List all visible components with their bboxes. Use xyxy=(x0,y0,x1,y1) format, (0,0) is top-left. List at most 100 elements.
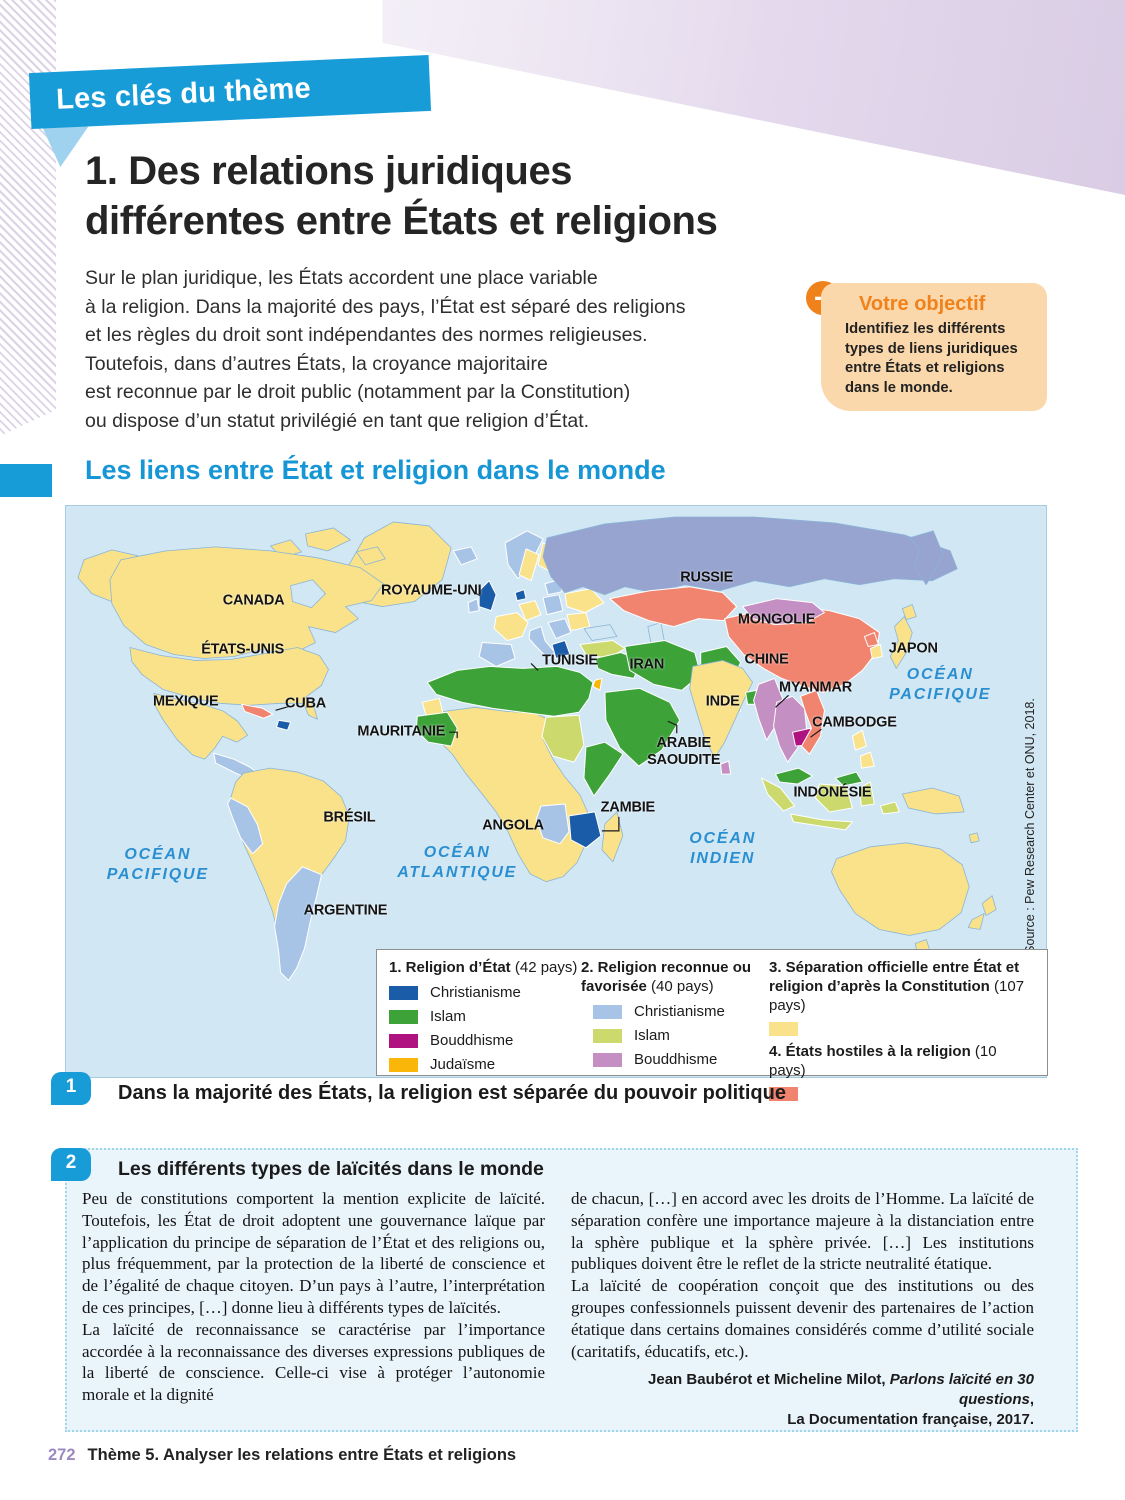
country-shape xyxy=(775,767,813,785)
doc2-paragraph: La laïcité de reconnaissance se caractér… xyxy=(82,1319,545,1405)
source-authors: Jean Baubérot et Micheline Milot, xyxy=(648,1371,890,1389)
country-shape xyxy=(814,783,853,813)
legend-item-label: Islam xyxy=(634,1027,670,1044)
map-source: Source : Pew Research Center et ONU, 201… xyxy=(1023,697,1038,954)
legend-item xyxy=(769,1087,1037,1101)
country-shape xyxy=(968,832,980,844)
country-shape xyxy=(426,665,594,717)
country-shape xyxy=(834,771,863,787)
country-shape xyxy=(518,600,542,622)
country-shape xyxy=(609,586,738,628)
legend-swatch xyxy=(593,1004,622,1019)
world-map: OCÉAN PACIFIQUE OCÉAN ATLANTIQUE OCÉAN INDIEN… xyxy=(65,505,1048,1101)
map-leader-line xyxy=(472,591,481,597)
legend-item: Islam xyxy=(389,1008,581,1025)
map-legend: 1. Religion d’État (42 pays) Christianism… xyxy=(376,949,1048,1101)
legend-item xyxy=(769,1022,1037,1036)
objective-box: Votre objectif Identifiez les différents… xyxy=(821,283,1047,411)
country-shape xyxy=(514,589,527,602)
intro-line: est reconnue par le droit public (notamm… xyxy=(85,381,631,403)
country-shape xyxy=(542,594,564,616)
page-title-line1: 1. Des relations juridiques xyxy=(85,149,573,193)
map-leader-line xyxy=(601,816,620,832)
country-shape xyxy=(604,687,681,767)
page-footer: 272 Thème 5. Analyser les relations entre… xyxy=(48,1446,516,1465)
country-shape xyxy=(901,787,965,815)
legend-item-label: Christianisme xyxy=(634,1003,725,1020)
country-shape xyxy=(452,546,478,566)
map-leader-line xyxy=(449,731,458,739)
country-label: TUNISIE xyxy=(542,652,598,669)
legend-group-title: 2. Religion reconnue ou favorisée (40 pa… xyxy=(581,958,769,996)
country-shape xyxy=(858,781,875,807)
legend-column-2: 2. Religion reconnue ou favorisée (40 pa… xyxy=(581,958,769,1069)
country-shape xyxy=(859,751,875,769)
left-stripe-decoration xyxy=(0,0,56,436)
theme-banner-label: Les clés du thème xyxy=(55,71,312,116)
legend-item-label: Judaïsme xyxy=(430,1056,496,1073)
country-label: CANADA xyxy=(222,592,285,609)
ocean-label: OCÉAN ATLANTIQUE xyxy=(397,843,517,883)
doc1-number: 1 xyxy=(65,1076,77,1097)
country-shape xyxy=(564,588,605,614)
country-shape xyxy=(542,516,958,596)
legend-item-label: Christianisme xyxy=(430,984,521,1001)
map-leader-line xyxy=(667,720,678,734)
country-label: MYANMAR xyxy=(778,679,852,696)
legend-group-count: (42 pays) xyxy=(514,959,578,976)
country-label: ANGOLA xyxy=(482,817,544,834)
legend-item: Christianisme xyxy=(389,984,581,1001)
page-title-line2: différentes entre États et religions xyxy=(85,199,718,243)
country-shape xyxy=(566,612,591,632)
country-shape xyxy=(478,642,516,667)
legend-group-count: (10 pays) xyxy=(769,1043,997,1079)
country-shape xyxy=(720,760,732,775)
page-number: 272 xyxy=(48,1446,76,1464)
country-label: BRÉSIL xyxy=(323,809,376,826)
country-label: MEXIQUE xyxy=(153,693,219,710)
map-caption: Dans la majorité des États, la religion … xyxy=(118,1082,786,1104)
intro-line: ou dispose d’un statut privilégié en tan… xyxy=(85,409,590,432)
legend-group-title-bold: 4. États hostiles à la religion xyxy=(769,1043,975,1060)
doc1-number-badge: 1 xyxy=(51,1072,91,1105)
source-book-title: Parlons laïcité en 30 questions xyxy=(889,1371,1034,1409)
ocean-label-line: OCÉAN xyxy=(689,829,757,847)
country-label: INDONÉSIE xyxy=(793,784,872,801)
section-heading-marker xyxy=(0,464,52,497)
country-shape xyxy=(583,624,618,641)
intro-line: Sur le plan juridique, les États accorde… xyxy=(85,267,598,289)
country-shape xyxy=(290,579,326,609)
map-leader-line xyxy=(810,728,822,738)
country-shape xyxy=(547,618,572,640)
country-shape xyxy=(742,598,825,626)
country-shape xyxy=(274,866,322,981)
country-shape xyxy=(528,626,556,659)
country-shape xyxy=(831,842,970,936)
doc2-paragraph: La laïcité de coopération conçoit que de… xyxy=(571,1276,1034,1361)
country-shape xyxy=(305,527,351,552)
objective-body: Identifiez les différents types de liens… xyxy=(845,321,1018,396)
country-shape xyxy=(415,711,458,747)
source-comma: , xyxy=(1029,1391,1034,1409)
intro-line: et les règles du droit sont indépendante… xyxy=(85,324,648,346)
legend-swatch xyxy=(593,1028,622,1043)
country-shape xyxy=(493,612,529,642)
legend-group-count: (40 pays) xyxy=(651,978,714,995)
legend-item: Judaïsme xyxy=(389,1056,581,1073)
country-label-line: SAOUDITE xyxy=(647,752,721,769)
country-shape xyxy=(583,741,624,797)
country-shape xyxy=(761,777,796,812)
doc2-column-right: de chacun, […] en accord avec les droits… xyxy=(571,1188,1034,1430)
country-shape xyxy=(568,811,602,849)
legend-group-title: 4. États hostiles à la religion (10 pays… xyxy=(769,1042,1037,1080)
legend-swatch xyxy=(769,1022,798,1036)
country-shape xyxy=(592,677,603,691)
country-label: ROYAUME-UNI xyxy=(381,582,482,599)
country-shape xyxy=(535,803,570,845)
map-leader-line xyxy=(530,663,539,671)
country-shape xyxy=(800,689,825,755)
country-label: ARGENTINE xyxy=(303,902,388,919)
ocean-label-line: ATLANTIQUE xyxy=(397,863,518,881)
country-label: CAMBODGE xyxy=(812,714,897,731)
